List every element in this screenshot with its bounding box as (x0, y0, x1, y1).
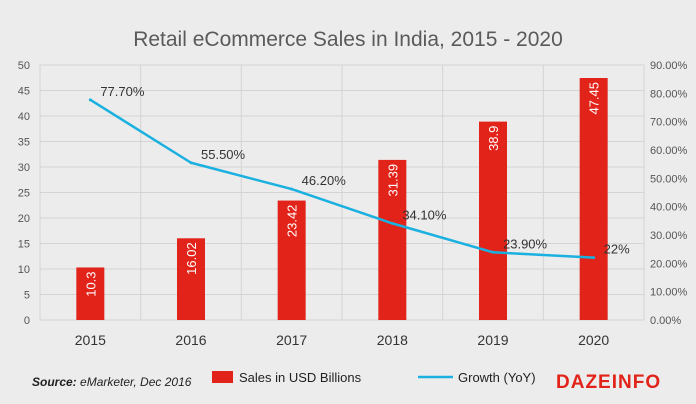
right-tick-label: 70.00% (650, 117, 688, 129)
left-tick-label: 20 (18, 213, 30, 225)
bar (579, 78, 608, 320)
growth-point (290, 187, 294, 191)
left-tick-label: 10 (18, 264, 30, 276)
x-tick-label: 2016 (175, 332, 206, 348)
right-tick-label: 10.00% (650, 287, 688, 299)
bar-series: 10.3 16.02 23.42 31.39 38.9 47.45 (76, 78, 608, 320)
growth-value-label: 22% (604, 242, 630, 257)
bar-value-label: 47.45 (587, 82, 602, 115)
right-tick-label: 0.00% (650, 315, 681, 327)
legend: Sales in USD Billions Growth (YoY) (212, 370, 536, 385)
growth-point (390, 221, 394, 225)
left-axis: 0 5 10 15 20 25 30 35 40 45 50 (18, 60, 30, 327)
growth-point (189, 161, 193, 165)
growth-point (491, 250, 495, 254)
right-tick-label: 50.00% (650, 173, 688, 185)
growth-value-label: 34.10% (402, 207, 447, 222)
left-tick-label: 35 (18, 137, 30, 149)
source-text: eMarketer, Dec 2016 (77, 375, 192, 389)
right-tick-label: 80.00% (650, 88, 688, 100)
bar (277, 200, 306, 320)
left-tick-label: 40 (18, 111, 30, 123)
left-tick-label: 25 (18, 188, 30, 200)
left-tick-label: 15 (18, 239, 30, 251)
x-axis: 2015 2016 2017 2018 2019 2020 (75, 332, 610, 348)
line-series: 77.70% 55.50% 46.20% 34.10% 23.90% 22% (88, 84, 630, 260)
x-tick-label: 2020 (578, 332, 609, 348)
growth-value-label: 77.70% (100, 84, 145, 99)
bar-value-label: 23.42 (285, 205, 300, 238)
growth-value-label: 55.50% (201, 147, 246, 162)
right-tick-label: 40.00% (650, 202, 688, 214)
source-note: Source: eMarketer, Dec 2016 (32, 375, 192, 389)
growth-point (88, 98, 92, 102)
growth-value-label: 46.20% (302, 173, 347, 188)
bar (479, 121, 507, 320)
right-tick-label: 90.00% (650, 60, 688, 72)
left-tick-label: 50 (18, 60, 30, 72)
right-axis: 0.00% 10.00% 20.00% 30.00% 40.00% 50.00% 60.00… (650, 60, 688, 327)
left-tick-label: 0 (24, 315, 30, 327)
bar (76, 267, 105, 320)
left-tick-label: 45 (18, 86, 30, 98)
bar (177, 238, 205, 320)
dazeinfo-logo: DAZEINFO (556, 372, 661, 393)
growth-line (89, 98, 594, 259)
left-tick-label: 30 (18, 162, 30, 174)
right-tick-label: 30.00% (650, 230, 688, 242)
bar-value-label: 16.02 (184, 242, 199, 275)
x-tick-label: 2015 (75, 332, 106, 348)
left-tick-label: 5 (24, 290, 30, 302)
right-tick-label: 20.00% (650, 258, 688, 270)
x-tick-label: 2018 (377, 332, 408, 348)
legend-bar-swatch (212, 371, 233, 383)
bar-value-label: 38.9 (486, 126, 501, 151)
bar (378, 159, 407, 320)
growth-value-label: 23.90% (503, 236, 548, 251)
right-tick-label: 60.00% (650, 145, 688, 157)
legend-bar-label: Sales in USD Billions (239, 370, 362, 385)
bar-value-label: 10.3 (83, 271, 98, 296)
x-tick-label: 2017 (276, 332, 307, 348)
growth-point (592, 256, 596, 260)
legend-line-label: Growth (YoY) (458, 370, 536, 385)
gridlines (39, 64, 645, 321)
source-label: Source: (32, 375, 77, 389)
x-tick-label: 2019 (477, 332, 508, 348)
chart-title: Retail eCommerce Sales in India, 2015 - … (133, 28, 563, 51)
bar-value-label: 31.39 (385, 164, 400, 197)
